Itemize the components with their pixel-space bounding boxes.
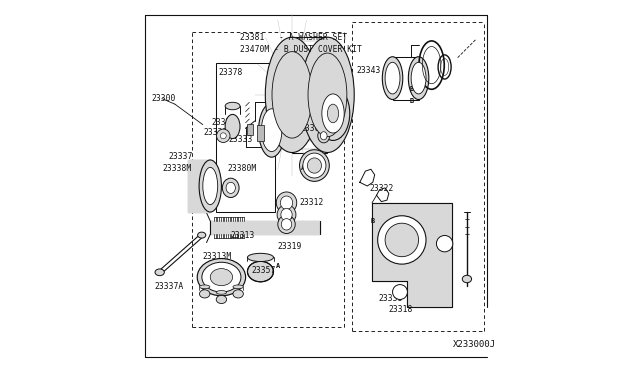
Bar xyxy=(248,124,253,135)
Polygon shape xyxy=(372,203,452,307)
Ellipse shape xyxy=(316,87,349,141)
Text: 23338M: 23338M xyxy=(163,164,192,173)
Bar xyxy=(216,63,275,212)
Ellipse shape xyxy=(321,132,327,140)
Circle shape xyxy=(392,285,408,299)
Ellipse shape xyxy=(197,259,246,296)
Text: 23313M: 23313M xyxy=(203,252,232,261)
Circle shape xyxy=(385,223,419,257)
Text: 23378: 23378 xyxy=(219,68,243,77)
Text: 23318: 23318 xyxy=(389,305,413,314)
Ellipse shape xyxy=(259,103,285,157)
Ellipse shape xyxy=(248,253,273,262)
Ellipse shape xyxy=(307,158,321,173)
Circle shape xyxy=(220,133,227,139)
Ellipse shape xyxy=(278,215,295,234)
Text: A: A xyxy=(276,263,280,269)
Ellipse shape xyxy=(200,285,210,289)
Ellipse shape xyxy=(382,57,403,99)
Ellipse shape xyxy=(318,129,330,143)
Text: X233000J: X233000J xyxy=(453,340,496,349)
Text: 23312: 23312 xyxy=(300,198,324,207)
Text: A: A xyxy=(289,214,292,219)
Ellipse shape xyxy=(280,196,292,209)
Ellipse shape xyxy=(202,262,241,292)
Ellipse shape xyxy=(216,295,227,304)
Polygon shape xyxy=(188,160,211,212)
Ellipse shape xyxy=(276,192,297,214)
Ellipse shape xyxy=(155,269,164,276)
Ellipse shape xyxy=(462,275,472,283)
Ellipse shape xyxy=(199,160,221,212)
Text: 23300: 23300 xyxy=(152,94,176,103)
Text: 23319: 23319 xyxy=(277,242,301,251)
Ellipse shape xyxy=(211,269,232,286)
Ellipse shape xyxy=(411,62,426,94)
Text: 23322: 23322 xyxy=(370,185,394,193)
Text: B: B xyxy=(370,218,374,224)
Ellipse shape xyxy=(233,285,243,289)
Text: 23381   - A WASHER SET: 23381 - A WASHER SET xyxy=(240,33,348,42)
Bar xyxy=(257,125,264,141)
Ellipse shape xyxy=(222,178,239,198)
Ellipse shape xyxy=(198,232,206,238)
Text: 23343: 23343 xyxy=(356,66,381,75)
Text: 23470M - B DUST COVER KIT: 23470M - B DUST COVER KIT xyxy=(240,45,362,54)
Ellipse shape xyxy=(203,167,218,205)
Text: 23337A: 23337A xyxy=(154,282,184,291)
Ellipse shape xyxy=(233,290,243,298)
Circle shape xyxy=(216,129,230,142)
Text: 23380M: 23380M xyxy=(227,164,256,173)
Text: 23333: 23333 xyxy=(228,135,253,144)
Text: 23302: 23302 xyxy=(301,124,325,133)
Polygon shape xyxy=(211,221,320,234)
Text: B: B xyxy=(410,86,414,92)
Ellipse shape xyxy=(385,62,400,94)
Ellipse shape xyxy=(408,57,429,99)
Ellipse shape xyxy=(300,150,330,182)
Text: 23313: 23313 xyxy=(230,231,254,240)
Text: 23333: 23333 xyxy=(203,128,228,137)
Ellipse shape xyxy=(216,291,227,294)
Ellipse shape xyxy=(322,94,344,133)
Ellipse shape xyxy=(225,102,240,110)
Ellipse shape xyxy=(226,182,236,193)
Ellipse shape xyxy=(282,219,292,230)
Ellipse shape xyxy=(301,37,354,153)
Ellipse shape xyxy=(277,205,296,225)
Text: 23337: 23337 xyxy=(168,153,193,161)
Ellipse shape xyxy=(308,53,347,137)
Text: A: A xyxy=(319,99,323,105)
Ellipse shape xyxy=(225,115,240,139)
Ellipse shape xyxy=(328,104,339,123)
Circle shape xyxy=(378,216,426,264)
Ellipse shape xyxy=(248,261,273,282)
Ellipse shape xyxy=(272,52,312,138)
Text: 23379: 23379 xyxy=(211,118,236,126)
Text: 23338: 23338 xyxy=(379,294,403,303)
Ellipse shape xyxy=(281,208,292,221)
Ellipse shape xyxy=(261,109,282,152)
Ellipse shape xyxy=(266,37,319,153)
Text: 23310: 23310 xyxy=(279,62,303,71)
Circle shape xyxy=(436,235,453,252)
Ellipse shape xyxy=(303,153,326,178)
Text: A: A xyxy=(301,165,305,171)
Ellipse shape xyxy=(200,290,210,298)
Text: 23357: 23357 xyxy=(251,266,276,275)
Text: B: B xyxy=(410,98,414,104)
